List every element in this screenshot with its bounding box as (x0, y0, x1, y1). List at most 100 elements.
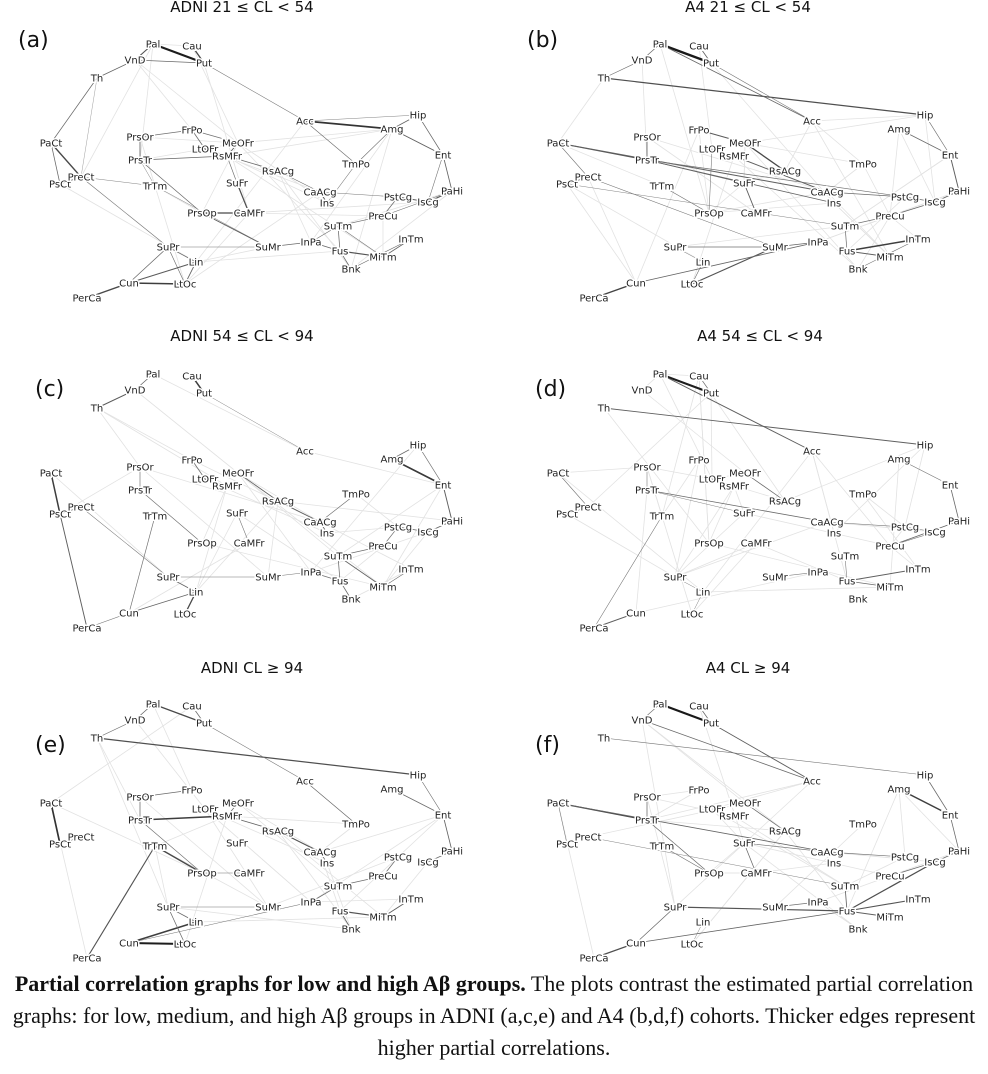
weak-edge (355, 493, 399, 528)
weak-edge (743, 142, 746, 184)
edge-PstCg-PreCu (382, 526, 399, 547)
node-th: Th (597, 404, 610, 415)
weak-edge (237, 472, 384, 588)
node-meofr: MeOFr (222, 139, 255, 150)
node-frpo: FrPo (182, 126, 203, 137)
weak-edge (566, 183, 637, 284)
node-pahi: PaHi (948, 847, 970, 858)
node-camfr: CaMFr (234, 869, 266, 880)
edge-Cun-PerCa (593, 612, 637, 629)
edge-Hip-Ent (924, 774, 951, 816)
edge-MiTm-InTm (382, 898, 412, 918)
node-cun: Cun (626, 939, 646, 950)
weak-edge (698, 375, 710, 544)
node-ltofr: LtOFr (699, 145, 726, 156)
weak-edge (237, 472, 339, 557)
weak-edge (708, 202, 835, 214)
node-tmpo: TmPo (341, 160, 370, 171)
edge-PaCt-CaACg (557, 142, 828, 193)
edge-Cun-PerCa (86, 612, 130, 629)
node-supr: SuPr (157, 903, 181, 914)
edge-SuTm-PreCu (844, 215, 891, 227)
weak-edge (326, 526, 399, 534)
edge-PrsOr-FrPo (139, 789, 193, 798)
node-mitm: MiTm (369, 253, 396, 264)
edge-Cau-Put (698, 705, 712, 724)
edge-RsMFr-CaACg (733, 155, 828, 193)
edge-Pal-Put (152, 703, 205, 724)
node-prsop: PrsOp (187, 869, 216, 880)
node-prstr: PrsTr (635, 486, 660, 497)
node-pact: PaCt (40, 799, 63, 810)
weak-edge (846, 788, 900, 912)
edge-Acc-TmPo (304, 120, 357, 165)
weak-edge (319, 851, 341, 912)
weak-edge (708, 182, 745, 214)
weak-edge (635, 571, 819, 614)
weak-edge (319, 814, 444, 853)
edge-SuTm-Fus (844, 555, 848, 582)
node-cun: Cun (119, 939, 139, 950)
edge-PerCa-TrTm (593, 515, 663, 629)
weak-edge (844, 856, 906, 887)
edge-PsCt-PerCa (59, 513, 88, 629)
node-lin: Lin (189, 918, 204, 929)
node-sufr: SuFr (226, 179, 249, 190)
weak-edge (248, 212, 384, 217)
weak-edge (139, 466, 321, 523)
node-pal: Pal (653, 700, 668, 711)
node-ltoc: LtOc (174, 940, 197, 951)
edge-PrsOp-SuMr (201, 212, 269, 248)
edge-Ent-PaHi (949, 814, 960, 852)
edge-Cau-Put (698, 45, 712, 64)
weak-edge (59, 183, 197, 263)
weak-edge (698, 129, 710, 214)
node-bnk: Bnk (849, 265, 868, 276)
node-perca: PerCa (72, 294, 101, 305)
weak-edge (237, 472, 312, 573)
weak-edge (59, 466, 141, 515)
weak-edge (674, 780, 813, 908)
node-inpa: InPa (808, 568, 829, 579)
edge-LtOFr-RsMFr (204, 148, 228, 157)
edge-TrTm-PrsOp (661, 845, 710, 874)
weak-edge (134, 719, 206, 810)
weak-edge (237, 802, 339, 887)
node-ins: Ins (320, 529, 335, 540)
weak-edge (744, 114, 926, 144)
edge-Th-PreCt (80, 77, 98, 178)
node-caacg: CaACg (303, 848, 336, 859)
node-ent: Ent (942, 811, 959, 822)
node-bnk: Bnk (342, 265, 361, 276)
node-cau: Cau (689, 702, 708, 713)
node-iscg: IsCg (417, 198, 439, 209)
node-fus: Fus (839, 577, 856, 588)
node-put: Put (196, 59, 212, 70)
node-camfr: CaMFr (234, 209, 266, 220)
weak-edge (641, 373, 661, 391)
edge-PaHi-PreCu (382, 190, 453, 217)
weak-edge (743, 512, 891, 547)
edge-SuTm-InPa (310, 225, 339, 243)
edge-Put-Acc (203, 722, 306, 782)
weak-edge (204, 808, 269, 908)
node-put: Put (703, 59, 719, 70)
panel-letter: (c) (35, 377, 65, 402)
edge-MiTm-InTm (382, 568, 412, 588)
weak-edge (236, 512, 341, 582)
edge-Pal-Put (151, 42, 206, 65)
node-vnd: VnD (125, 716, 146, 727)
node-psct: PsCt (556, 840, 578, 851)
edge-PstCg-PreCu (382, 856, 399, 877)
node-ins: Ins (827, 529, 842, 540)
node-prsor: PrsOr (633, 463, 661, 474)
weak-edge (566, 183, 704, 263)
weak-edge (755, 542, 848, 582)
edge-TrTm-SuMr (154, 185, 269, 248)
edge-SuPr-Lin (674, 246, 704, 263)
weak-edge (226, 815, 357, 825)
panel-letter: (b) (527, 28, 559, 53)
panel-letter: (e) (35, 733, 66, 758)
weak-edge (711, 808, 745, 844)
